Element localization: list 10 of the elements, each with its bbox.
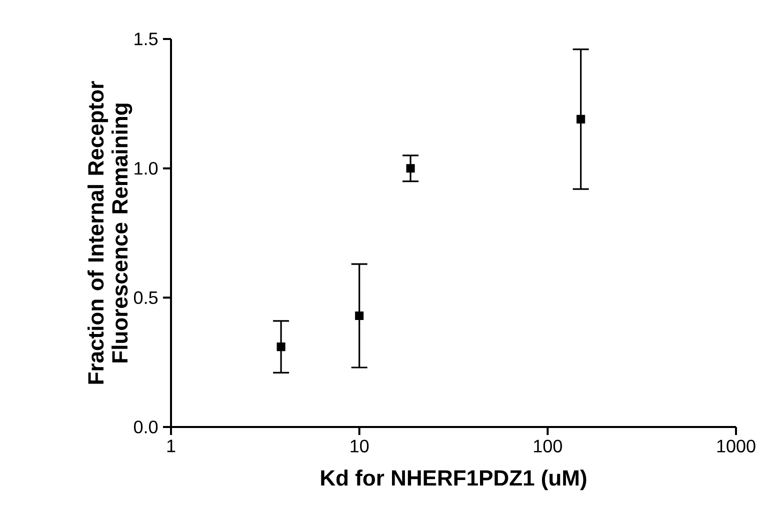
x-tick-label: 1000 [717, 440, 756, 452]
x-tick-label: 10 [350, 440, 369, 452]
y-tick-label: 0.0 [134, 420, 158, 434]
x-axis-title: Kd for NHERF1PDZ1 (uM) [321, 470, 586, 490]
y-tick-label: 1.5 [134, 32, 158, 46]
x-tick-label: 100 [534, 440, 562, 452]
y-axis-title: Fraction of Internal Receptor Fluorescence Remaining [88, 81, 132, 384]
y-tick-label: 1.0 [134, 162, 158, 175]
y-tick-label: 0.5 [134, 291, 158, 304]
x-tick-label: 1 [167, 440, 176, 452]
